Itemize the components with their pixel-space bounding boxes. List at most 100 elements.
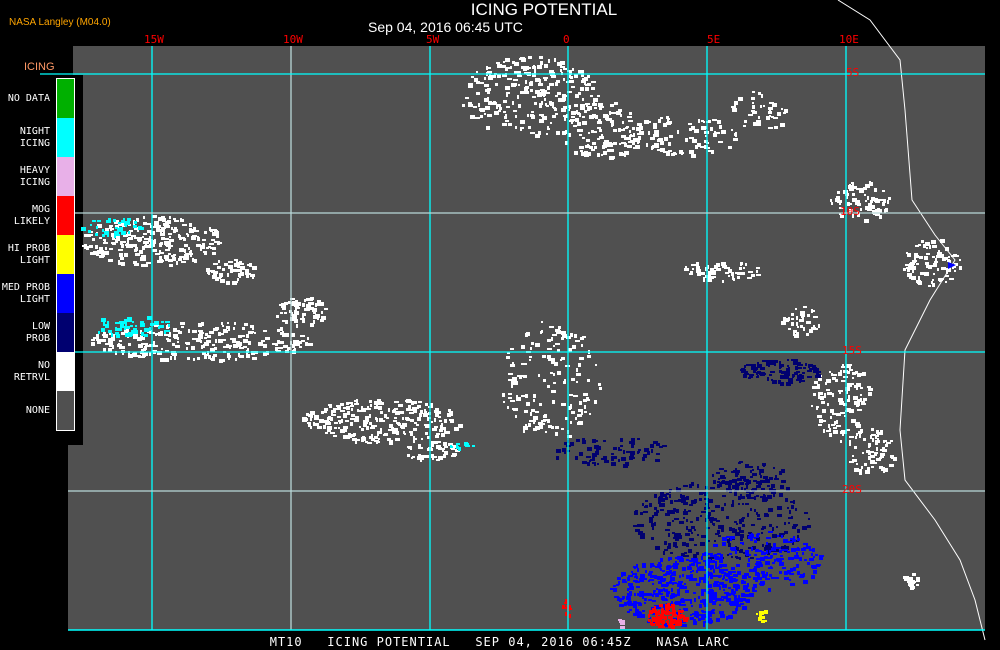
cloud-no-retrieval [538,422,542,425]
cloud-low-prob [665,529,670,531]
cloud-low-prob [694,544,697,546]
cloud-no-retrieval [308,343,313,346]
cloud-low-prob [686,526,688,530]
cloud-low-prob [728,543,731,547]
cloud-no-retrieval [296,324,298,328]
cloud-no-retrieval [694,129,699,133]
cloud-no-retrieval [365,441,368,443]
cloud-no-retrieval [165,350,169,352]
cloud-no-retrieval [857,399,862,402]
lon-label-15w: 15W [144,33,164,46]
cloud-med-prob [704,603,708,607]
cloud-med-prob [728,615,733,619]
cloud-med-prob [811,553,813,556]
cloud-no-retrieval [875,435,877,439]
cloud-no-retrieval [685,266,687,268]
cloud-no-retrieval [204,354,209,356]
cloud-no-retrieval [173,229,176,233]
cloud-med-prob [796,548,800,551]
cloud-no-retrieval [240,272,244,276]
cloud-night-icing [90,224,92,226]
cloud-no-retrieval [855,371,858,374]
cloud-no-retrieval [149,352,151,356]
cloud-no-retrieval [932,283,935,287]
cloud-low-prob [651,444,653,448]
cloud-no-retrieval [663,123,667,127]
cloud-no-retrieval [568,406,572,409]
cloud-no-retrieval [546,133,548,135]
cloud-med-prob [782,567,786,569]
cloud-no-retrieval [515,115,517,118]
cloud-med-prob [682,567,686,571]
cloud-night-icing [116,234,120,236]
legend-label-line: HEAVY [19,164,50,176]
cloud-no-retrieval [411,401,416,404]
lon-label-10w: 10W [283,33,303,46]
cloud-no-retrieval [421,438,423,440]
cloud-no-retrieval [954,263,958,266]
cloud-no-retrieval [756,267,760,269]
cloud-med-prob [716,618,720,620]
cloud-low-prob [716,520,720,522]
cloud-no-retrieval [832,393,834,397]
cloud-no-retrieval [724,267,729,269]
cloud-no-retrieval [634,138,636,140]
cloud-no-retrieval [548,92,550,94]
cloud-med-prob [789,570,793,572]
legend-label-line: LOW [31,320,50,332]
cloud-no-retrieval [293,340,295,344]
cloud-no-retrieval [537,93,542,97]
cloud-night-icing [456,445,458,448]
cloud-low-prob [764,495,766,499]
cloud-low-prob [652,515,654,518]
cloud-no-retrieval [149,236,151,239]
cloud-med-prob [784,549,788,551]
cloud-no-retrieval [219,359,223,363]
cloud-no-retrieval [856,405,859,407]
cloud-med-prob [788,541,793,543]
cloud-mog-likely [682,610,684,612]
cloud-mog-likely [681,615,685,618]
cloud-med-prob [669,581,672,584]
cloud-no-retrieval [488,76,493,80]
cloud-no-retrieval [862,372,866,376]
cloud-no-retrieval [109,225,113,227]
cloud-low-prob [761,532,763,534]
cloud-low-prob [795,366,798,370]
cloud-no-retrieval [239,261,242,263]
cloud-med-prob [759,550,762,552]
cloud-no-retrieval [236,343,241,347]
cloud-med-prob [718,584,720,587]
cloud-med-prob [627,611,630,613]
cloud-no-retrieval [852,455,854,457]
cloud-no-retrieval [266,351,269,355]
cloud-low-prob [723,477,726,479]
cloud-no-retrieval [369,400,372,403]
cloud-night-icing [168,324,170,327]
cloud-med-prob [731,591,736,594]
cloud-no-retrieval [737,276,740,279]
cloud-no-retrieval [624,151,629,155]
cloud-med-prob [649,571,653,573]
cloud-no-retrieval [276,315,279,318]
cloud-no-retrieval [945,247,949,251]
cloud-no-retrieval [411,403,414,405]
cloud-no-retrieval [846,195,848,199]
cloud-low-prob [654,522,656,526]
cloud-no-retrieval [191,346,195,350]
cloud-no-retrieval [574,334,577,338]
cloud-low-prob [645,500,648,502]
cloud-no-retrieval [317,303,322,306]
cloud-hi-prob [760,616,765,619]
cloud-low-prob [739,557,741,560]
cloud-med-prob [761,571,765,574]
cloud-night-icing [128,231,130,234]
cloud-no-retrieval [408,405,411,408]
cloud-no-retrieval [470,115,475,119]
cloud-med-prob [730,547,733,550]
cloud-no-retrieval [410,432,413,436]
legend-label-line: MOG [31,203,50,215]
cloud-no-retrieval [816,407,818,410]
cloud-no-retrieval [228,357,230,360]
cloud-med-prob [622,596,625,599]
